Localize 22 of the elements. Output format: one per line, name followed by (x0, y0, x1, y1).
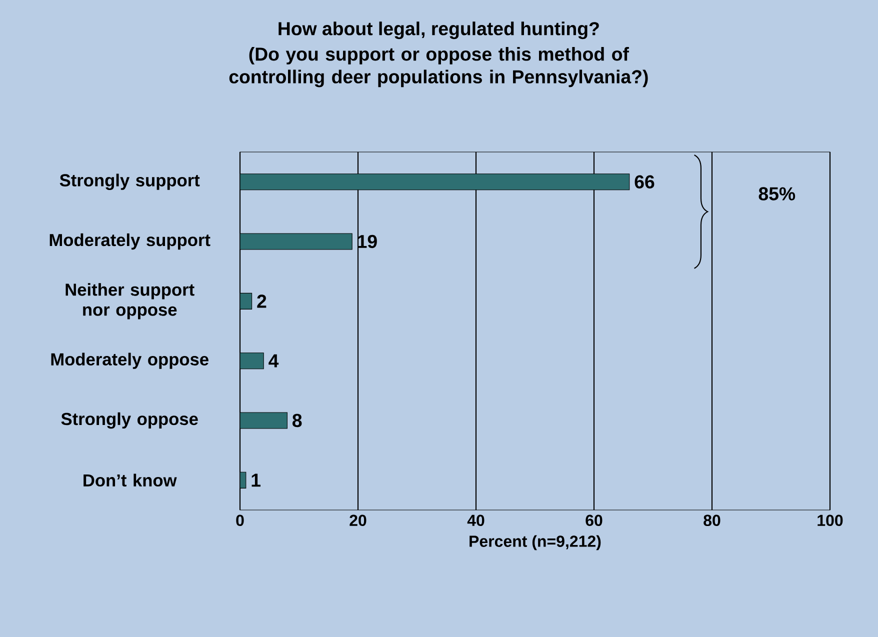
x-axis-title: Percent (n=9,212) (470, 535, 601, 550)
data-label: 4 (268, 354, 279, 368)
x-tick-label: 80 (704, 514, 720, 526)
y-tick-label: Strongly oppose (61, 412, 198, 429)
data-label: 1 (252, 474, 260, 487)
chart-title: How about legal, regulated hunting? (278, 22, 599, 40)
annotation: 85% (758, 187, 796, 200)
chart-subtitle: (Do you support or oppose this method of controlling deer populations in Pennsylvania?) (229, 47, 648, 88)
data-label: 8 (292, 414, 302, 428)
x-tick-label: 0 (236, 514, 244, 526)
x-tick-label: 100 (818, 514, 843, 526)
x-tick-label: 20 (350, 514, 366, 526)
x-tick-label: 40 (467, 514, 484, 526)
data-label: 66 (634, 175, 654, 188)
y-tick-label: Neither support nor oppose (66, 283, 194, 320)
y-tick-label: Strongly support (60, 174, 200, 190)
y-tick-label: Moderately oppose (51, 352, 208, 369)
y-tick-label: Don’t know (84, 474, 177, 487)
y-tick-label: Moderately support (50, 233, 210, 250)
x-tick-label: 60 (586, 514, 602, 526)
data-label: 2 (257, 294, 266, 308)
data-label: 19 (358, 234, 377, 248)
